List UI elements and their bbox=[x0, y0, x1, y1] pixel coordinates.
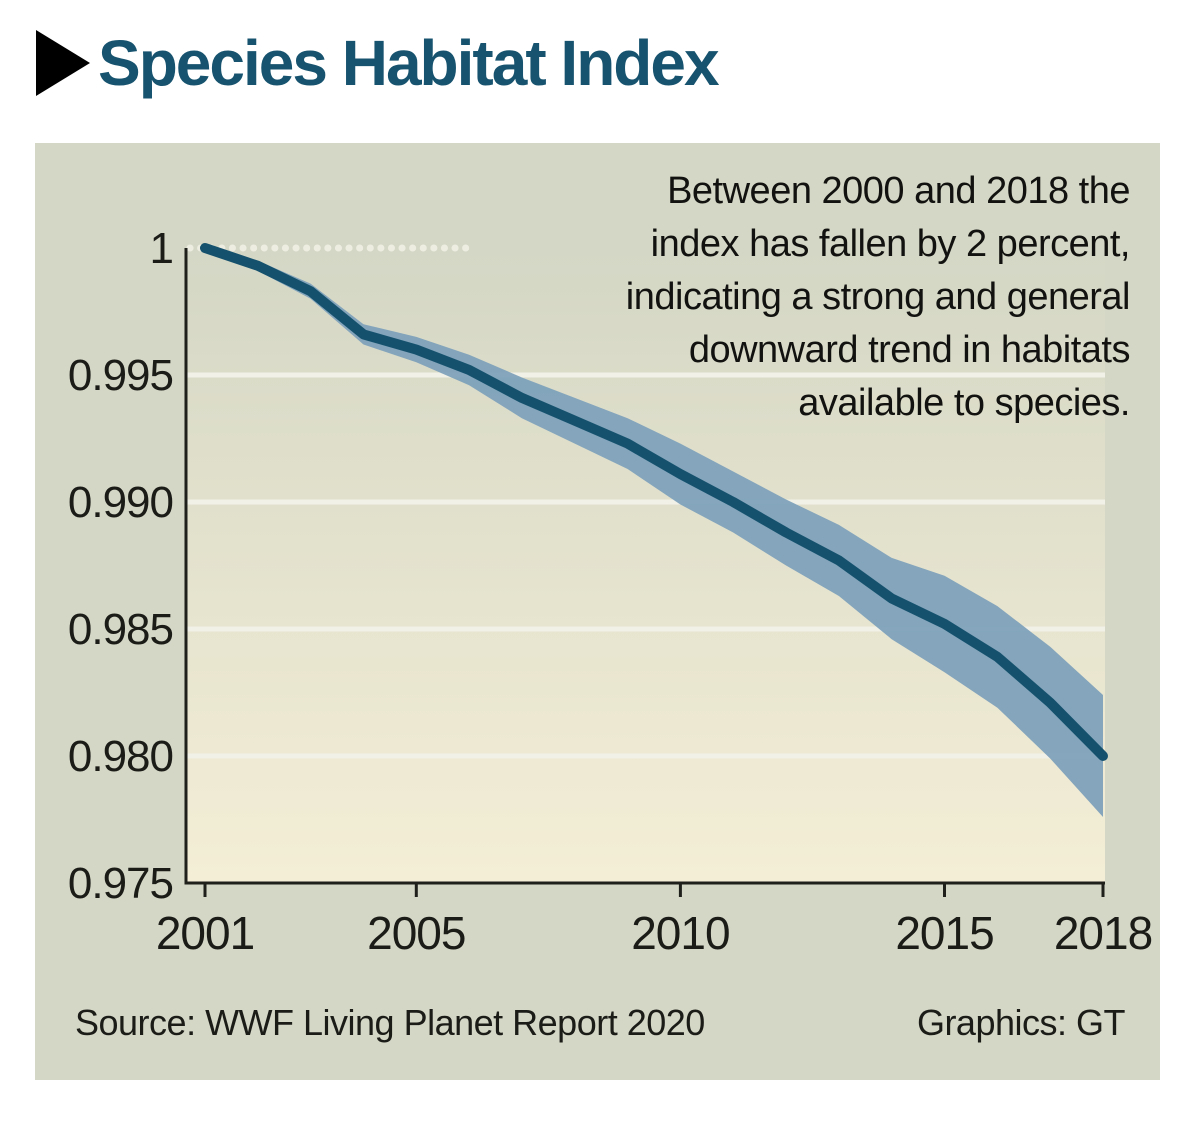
y-tick-label: 0.985 bbox=[68, 605, 173, 654]
page-title: Species Habitat Index bbox=[98, 27, 720, 99]
x-tick-label: 2005 bbox=[367, 907, 465, 959]
credit-text: Graphics: GT bbox=[916, 1002, 1126, 1043]
plot-area bbox=[186, 248, 1105, 883]
chart-svg: 2001 2005 2010 2015 2018 1 0.995 0.990 0.985 0.98… bbox=[68, 224, 1153, 959]
y-tick-label: 0.980 bbox=[68, 732, 173, 781]
chart-footer: Source: WWF Living Planet Report 2020 Gr… bbox=[75, 1002, 1126, 1044]
x-tick-label: 2015 bbox=[895, 907, 993, 959]
source-text: Source: WWF Living Planet Report 2020 bbox=[75, 1002, 705, 1043]
y-tick-label: 0.975 bbox=[68, 859, 173, 908]
x-tick-label: 2018 bbox=[1054, 907, 1152, 959]
x-tick-label: 2010 bbox=[631, 907, 729, 959]
chart-card: 2001 2005 2010 2015 2018 1 0.995 0.990 0.985 0.98… bbox=[35, 143, 1160, 1080]
chart-annotation: Between 2000 and 2018 the index has fall… bbox=[625, 170, 1131, 424]
y-tick-label: 0.995 bbox=[68, 351, 173, 400]
chart-header: Species Habitat Index bbox=[36, 27, 720, 99]
axis-lines bbox=[184, 248, 1105, 885]
index-line bbox=[200, 243, 1108, 761]
x-tick-label: 2001 bbox=[156, 907, 254, 959]
y-tick-label: 0.990 bbox=[68, 478, 173, 527]
title-arrow-icon bbox=[36, 30, 90, 96]
y-tick-label: 1 bbox=[150, 224, 173, 273]
